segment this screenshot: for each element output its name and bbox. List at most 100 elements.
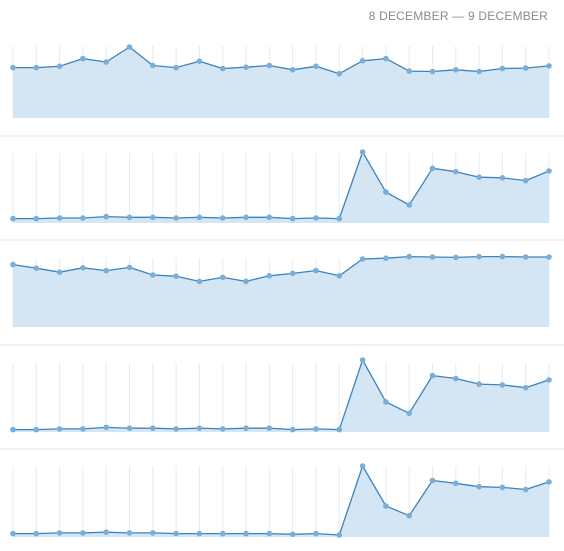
- data-point: [406, 410, 413, 417]
- data-point: [266, 530, 273, 537]
- data-point: [453, 254, 459, 261]
- data-point: [546, 63, 552, 69]
- data-point: [219, 65, 226, 72]
- data-point: [336, 215, 343, 222]
- data-point: [103, 213, 109, 220]
- series-area: [13, 466, 549, 537]
- data-point: [150, 425, 156, 432]
- data-point: [196, 214, 203, 221]
- data-point: [103, 529, 109, 535]
- data-point: [499, 484, 506, 491]
- data-point: [429, 68, 436, 75]
- data-point: [173, 426, 179, 432]
- data-point: [383, 55, 389, 62]
- data-point: [499, 382, 506, 388]
- data-point: [33, 215, 40, 222]
- data-point: [219, 426, 226, 432]
- data-point: [429, 165, 436, 172]
- series-line: [12, 255, 549, 283]
- data-point: [406, 253, 413, 260]
- data-point: [289, 67, 296, 73]
- data-point: [33, 426, 40, 433]
- data-point: [499, 253, 506, 260]
- data-point: [243, 214, 249, 221]
- data-point: [10, 530, 16, 537]
- data-point: [406, 68, 413, 74]
- data-point: [383, 255, 389, 261]
- data-point: [359, 256, 366, 262]
- data-point: [546, 377, 552, 383]
- data-point: [173, 64, 179, 71]
- chart-3: [0, 253, 564, 346]
- data-point: [80, 530, 86, 536]
- data-point: [103, 59, 109, 65]
- series-area: [13, 152, 549, 223]
- data-point: [313, 426, 319, 432]
- data-point: [10, 64, 16, 71]
- data-point: [289, 270, 296, 277]
- series-line: [13, 465, 550, 536]
- series-area: [13, 47, 549, 118]
- data-point: [196, 530, 203, 537]
- data-point: [289, 215, 296, 222]
- data-point: [522, 384, 529, 391]
- series-area: [13, 256, 549, 327]
- data-point: [126, 425, 133, 432]
- chart-2: [0, 149, 564, 241]
- data-point: [56, 426, 63, 432]
- data-point: [313, 215, 319, 221]
- data-point: [196, 58, 203, 64]
- data-point: [453, 480, 459, 487]
- data-point: [56, 63, 63, 70]
- data-point: [546, 254, 552, 260]
- data-point: [33, 530, 40, 537]
- data-point: [126, 530, 133, 536]
- data-point: [383, 189, 389, 195]
- data-point: [80, 215, 86, 221]
- chart-5: [10, 463, 552, 538]
- data-point: [289, 531, 296, 538]
- data-point: [150, 214, 156, 221]
- data-point: [243, 278, 249, 285]
- data-point: [243, 64, 249, 70]
- data-point: [219, 274, 226, 281]
- data-point: [499, 65, 506, 72]
- data-point: [243, 425, 249, 432]
- data-point: [219, 215, 226, 221]
- series-line: [13, 359, 550, 431]
- date-range-label: 8 DECEMBER — 9 DECEMBER: [368, 9, 548, 23]
- data-point: [219, 530, 226, 537]
- data-point: [80, 55, 86, 62]
- data-point: [126, 214, 133, 221]
- data-point: [150, 62, 156, 69]
- data-point: [453, 168, 459, 175]
- data-point: [522, 177, 529, 184]
- data-point: [103, 267, 109, 274]
- data-point: [476, 381, 482, 387]
- data-point: [56, 215, 63, 221]
- data-point: [33, 64, 40, 71]
- data-point: [266, 214, 273, 221]
- data-point: [359, 58, 366, 64]
- data-point: [150, 272, 156, 278]
- data-point: [56, 530, 63, 536]
- data-point: [289, 426, 296, 433]
- data-point: [406, 512, 413, 519]
- data-point: [10, 215, 16, 222]
- data-point: [453, 67, 459, 73]
- data-point: [429, 372, 436, 379]
- data-point: [313, 63, 319, 70]
- data-point: [522, 65, 529, 71]
- data-point: [336, 70, 343, 77]
- data-point: [80, 426, 86, 432]
- data-point: [196, 425, 203, 432]
- data-point: [150, 530, 156, 536]
- chart-4: [0, 357, 564, 450]
- data-point: [243, 530, 249, 537]
- data-point: [313, 530, 319, 537]
- data-point: [173, 215, 179, 221]
- series-line: [13, 151, 550, 220]
- data-point: [336, 426, 343, 433]
- data-point: [196, 278, 203, 285]
